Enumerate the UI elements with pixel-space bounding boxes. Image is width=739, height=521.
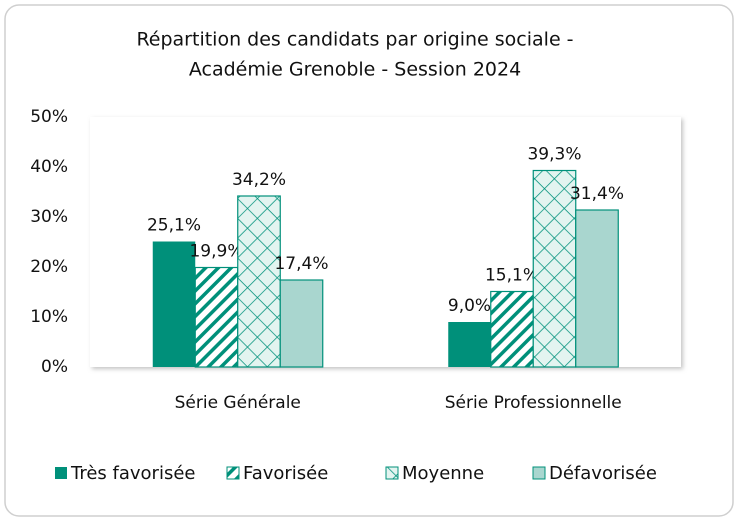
data-label: 9,0% bbox=[448, 296, 491, 316]
data-label: 15,1% bbox=[485, 266, 539, 286]
x-tick-label: Série Professionnelle bbox=[445, 393, 622, 413]
data-label: 25,1% bbox=[147, 216, 201, 236]
chart-title: Académie Grenoble - Session 2024 bbox=[189, 59, 521, 81]
legend-swatch bbox=[55, 467, 67, 479]
data-label: 31,4% bbox=[570, 184, 624, 204]
legend-label: Défavorisée bbox=[549, 463, 657, 484]
legend-label: Moyenne bbox=[402, 463, 484, 484]
data-label: 34,2% bbox=[232, 170, 286, 190]
y-tick-label: 50% bbox=[30, 107, 68, 127]
x-tick-label: Série Générale bbox=[175, 393, 301, 413]
bar bbox=[490, 290, 534, 368]
bar bbox=[237, 195, 281, 368]
legend-label: Très favorisée bbox=[70, 463, 196, 484]
chart-title: Répartition des candidats par origine so… bbox=[136, 29, 573, 51]
legend-swatch bbox=[226, 466, 240, 480]
bar bbox=[152, 241, 196, 367]
bar bbox=[194, 266, 239, 368]
y-tick-label: 0% bbox=[41, 357, 68, 377]
legend-label: Favorisée bbox=[243, 463, 328, 484]
data-label: 39,3% bbox=[527, 145, 581, 165]
data-label: 17,4% bbox=[274, 254, 328, 274]
legend-swatch bbox=[385, 466, 399, 480]
legend-swatch bbox=[532, 466, 546, 480]
data-label: 19,9% bbox=[189, 242, 243, 262]
y-tick-label: 10% bbox=[30, 307, 68, 327]
bar bbox=[279, 279, 324, 368]
y-tick-label: 20% bbox=[30, 257, 68, 277]
y-tick-label: 40% bbox=[30, 157, 68, 177]
bar bbox=[448, 322, 491, 367]
bar bbox=[575, 209, 619, 368]
y-tick-label: 30% bbox=[30, 207, 68, 227]
